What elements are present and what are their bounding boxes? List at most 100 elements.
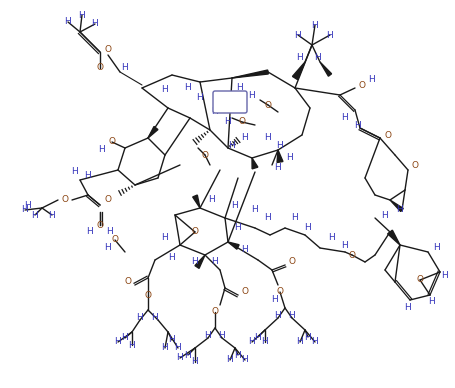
Text: O: O bbox=[201, 151, 208, 159]
Text: H: H bbox=[176, 353, 183, 362]
Text: H: H bbox=[161, 234, 168, 242]
Text: O: O bbox=[104, 45, 111, 54]
Text: H: H bbox=[296, 54, 303, 62]
Text: H: H bbox=[311, 21, 318, 29]
Text: H: H bbox=[341, 114, 348, 123]
Text: H: H bbox=[208, 196, 215, 204]
Text: H: H bbox=[381, 211, 388, 220]
Text: O: O bbox=[111, 236, 118, 244]
Text: H: H bbox=[396, 206, 403, 215]
Text: O: O bbox=[348, 251, 355, 260]
Text: O: O bbox=[108, 137, 115, 147]
Text: H: H bbox=[304, 223, 311, 232]
Text: O: O bbox=[241, 288, 248, 296]
Text: H: H bbox=[224, 118, 231, 126]
Text: H: H bbox=[85, 170, 91, 180]
Text: H: H bbox=[174, 343, 181, 353]
Polygon shape bbox=[277, 150, 283, 163]
Text: H: H bbox=[184, 350, 191, 360]
Text: H: H bbox=[433, 244, 440, 253]
Text: H: H bbox=[136, 314, 143, 322]
Text: H: H bbox=[218, 331, 225, 340]
Text: H: H bbox=[191, 357, 198, 367]
Text: H: H bbox=[234, 223, 241, 232]
Text: H: H bbox=[254, 333, 261, 341]
Text: H: H bbox=[311, 338, 318, 346]
Text: H: H bbox=[274, 310, 281, 319]
Text: H: H bbox=[276, 140, 283, 149]
Text: H: H bbox=[168, 253, 175, 263]
Text: H: H bbox=[248, 92, 255, 100]
Text: O: O bbox=[358, 80, 365, 90]
Text: H: H bbox=[161, 343, 168, 353]
Text: H: H bbox=[106, 227, 113, 237]
Text: O: O bbox=[410, 161, 418, 170]
Polygon shape bbox=[232, 70, 268, 78]
Text: H: H bbox=[168, 336, 175, 345]
Text: H: H bbox=[241, 355, 248, 364]
Text: O: O bbox=[276, 288, 283, 296]
Text: H: H bbox=[25, 201, 31, 210]
Text: H: H bbox=[328, 234, 334, 242]
Text: H: H bbox=[211, 258, 218, 267]
Polygon shape bbox=[292, 62, 304, 80]
Text: H: H bbox=[78, 10, 85, 19]
Text: H: H bbox=[191, 258, 198, 267]
Polygon shape bbox=[192, 195, 200, 208]
Text: H: H bbox=[228, 140, 235, 149]
Text: H: H bbox=[184, 83, 191, 92]
Text: O: O bbox=[288, 258, 295, 267]
Text: O: O bbox=[211, 308, 218, 317]
Text: H: H bbox=[161, 85, 168, 95]
Text: O: O bbox=[96, 64, 103, 73]
Text: H: H bbox=[91, 19, 98, 28]
Text: O: O bbox=[191, 227, 198, 237]
Text: H: H bbox=[241, 133, 248, 142]
Text: H: H bbox=[440, 270, 447, 279]
Text: H: H bbox=[204, 331, 211, 340]
Text: H: H bbox=[304, 333, 311, 341]
Text: H: H bbox=[65, 17, 71, 26]
Text: H: H bbox=[31, 211, 38, 220]
Text: H: H bbox=[121, 334, 128, 343]
FancyBboxPatch shape bbox=[212, 91, 247, 113]
Text: H: H bbox=[251, 206, 258, 215]
Text: H: H bbox=[264, 133, 271, 142]
Text: H: H bbox=[248, 338, 255, 346]
Text: H: H bbox=[294, 31, 301, 40]
Text: H: H bbox=[49, 211, 55, 220]
Polygon shape bbox=[389, 200, 402, 211]
Text: H: H bbox=[104, 244, 111, 253]
Text: H: H bbox=[296, 338, 303, 346]
Text: H: H bbox=[326, 31, 333, 40]
Text: H: H bbox=[211, 107, 218, 116]
Text: H: H bbox=[231, 201, 238, 210]
Text: H: H bbox=[354, 121, 360, 130]
Text: O: O bbox=[144, 291, 151, 300]
Text: H: H bbox=[114, 338, 121, 346]
Text: H: H bbox=[271, 296, 278, 305]
Text: O: O bbox=[264, 100, 271, 109]
Text: H: H bbox=[286, 154, 293, 163]
Text: H: H bbox=[404, 303, 410, 312]
Text: H: H bbox=[314, 54, 321, 62]
Text: O: O bbox=[124, 277, 131, 286]
Text: H: H bbox=[128, 341, 135, 350]
Text: H: H bbox=[428, 298, 435, 307]
Text: O: O bbox=[104, 196, 111, 204]
Polygon shape bbox=[319, 62, 331, 76]
Text: H: H bbox=[291, 213, 298, 222]
Text: H: H bbox=[264, 213, 271, 222]
Text: H: H bbox=[152, 314, 158, 322]
Text: O: O bbox=[384, 130, 391, 140]
Text: H: H bbox=[234, 350, 241, 360]
Polygon shape bbox=[252, 158, 258, 169]
Text: H: H bbox=[274, 163, 281, 173]
Text: H: H bbox=[261, 338, 268, 346]
Text: H: H bbox=[236, 83, 243, 92]
Text: O: O bbox=[61, 196, 68, 204]
Text: H: H bbox=[196, 94, 203, 102]
Text: H: H bbox=[98, 146, 105, 154]
Text: O: O bbox=[415, 275, 423, 284]
Text: H: H bbox=[86, 227, 93, 237]
